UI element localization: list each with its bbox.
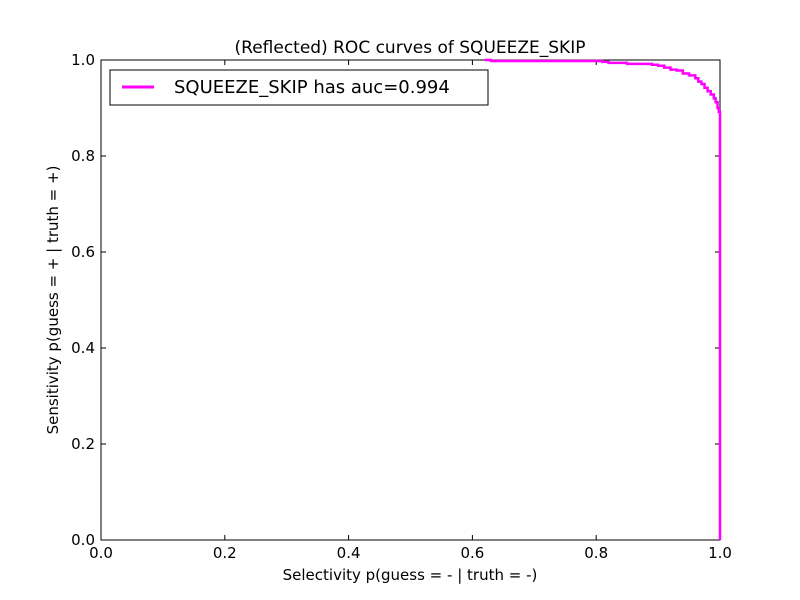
legend-box bbox=[109, 69, 489, 106]
x-tick-label: 0.0 bbox=[89, 544, 113, 562]
x-tick-label: 0.4 bbox=[337, 544, 361, 562]
y-tick-label: 0.6 bbox=[71, 243, 95, 261]
y-tick-label: 0.2 bbox=[71, 435, 95, 453]
y-tick-label: 1.0 bbox=[71, 51, 95, 69]
y-tick-label: 0.4 bbox=[71, 339, 95, 357]
x-tick-label: 1.0 bbox=[708, 544, 732, 562]
y-axis-ticks: 0.0 0.2 0.4 0.6 0.8 1.0 bbox=[71, 51, 720, 549]
series-layer bbox=[484, 58, 722, 540]
y-axis-label: Sensitivity p(guess = + | truth = +) bbox=[44, 166, 62, 435]
x-axis-ticks: 0.0 0.2 0.4 0.6 0.8 1.0 bbox=[89, 60, 732, 562]
legend-entry-label: SQUEEZE_SKIP has auc=0.994 bbox=[174, 77, 450, 98]
x-tick-label: 0.2 bbox=[213, 544, 237, 562]
chart-title: (Reflected) ROC curves of SQUEEZE_SKIP bbox=[235, 38, 586, 58]
plot-area: 0.0 0.2 0.4 0.6 0.8 1.0 0.0 0.2 0.4 0.6 0.8 1.0 bbox=[71, 51, 732, 562]
plot-frame bbox=[100, 59, 721, 541]
y-tick-label: 0.0 bbox=[71, 531, 95, 549]
roc-curve-line bbox=[484, 58, 722, 540]
x-tick-label: 0.6 bbox=[460, 544, 484, 562]
legend: SQUEEZE_SKIP has auc=0.994 bbox=[109, 69, 489, 106]
y-tick-label: 0.8 bbox=[71, 147, 95, 165]
x-tick-label: 0.8 bbox=[584, 544, 608, 562]
x-axis-label: Selectivity p(guess = - | truth = -) bbox=[283, 566, 538, 584]
